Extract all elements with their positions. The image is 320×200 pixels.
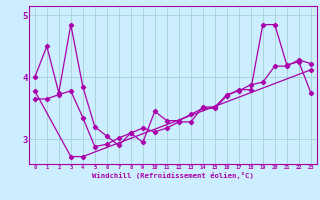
X-axis label: Windchill (Refroidissement éolien,°C): Windchill (Refroidissement éolien,°C) bbox=[92, 172, 254, 179]
